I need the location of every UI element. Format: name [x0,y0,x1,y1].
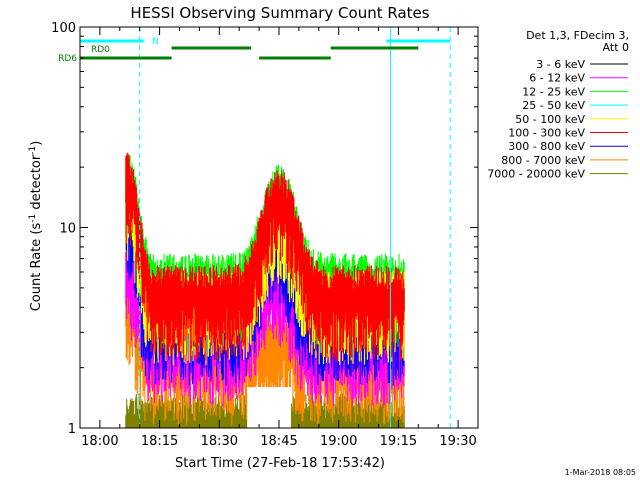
legend-label: 800 - 7000 keV [501,154,585,167]
y-tick-label: 10 [59,222,76,237]
timestamp-footer: 1-Mar-2018 08:05 [565,468,636,477]
x-tick-label: 19:15 [380,434,417,449]
legend-label: 7000 - 20000 keV [487,168,585,181]
y-tick-label: 1 [68,422,76,437]
flag-label-n: N [152,37,159,47]
x-tick-label: 18:00 [81,434,118,449]
legend-label: 25 - 50 keV [522,99,585,112]
legend-label: 300 - 800 keV [508,140,585,153]
series-100-300kev [125,152,405,361]
x-tick-label: 18:15 [141,434,178,449]
legend-title-line-1: Det 1,3, FDecim 3, [526,29,629,42]
flag-label-rd6: RD6 [58,54,77,64]
legend-label: 50 - 100 keV [515,113,585,126]
y-axis-label-rest: detector [29,154,44,214]
legend-label: 3 - 6 keV [536,58,585,71]
legend-title-line-2: Att 0 [603,41,629,54]
y-axis-label-main: Count Rate (s [29,223,44,312]
chart-title: HESSI Observing Summary Count Rates [130,4,429,22]
y-axis-label-sup2: -1 [28,146,38,155]
legend-label: 6 - 12 keV [529,72,585,85]
y-tick-label: 100 [51,21,76,36]
x-tick-label: 18:45 [260,434,297,449]
legend-label: 12 - 25 keV [522,85,585,98]
legend-label: 100 - 300 keV [508,127,585,140]
x-tick-label: 19:30 [439,434,476,449]
y-axis-label: Count Rate (s-1 detector-1) [28,141,44,312]
x-axis-label: Start Time (27-Feb-18 17:53:42) [175,456,385,471]
x-tick-label: 18:30 [201,434,238,449]
y-axis-label-end: ) [29,141,44,146]
data-gap [247,387,291,428]
x-tick-label: 19:00 [320,434,357,449]
series-layer [125,152,405,428]
flag-label-rd0: RD0 [91,45,110,55]
axes-layer: 18:00 18:15 18:30 18:45 19:00 19:15 19:30 1 10 10… [51,21,479,449]
y-axis-label-sup: -1 [28,214,38,223]
